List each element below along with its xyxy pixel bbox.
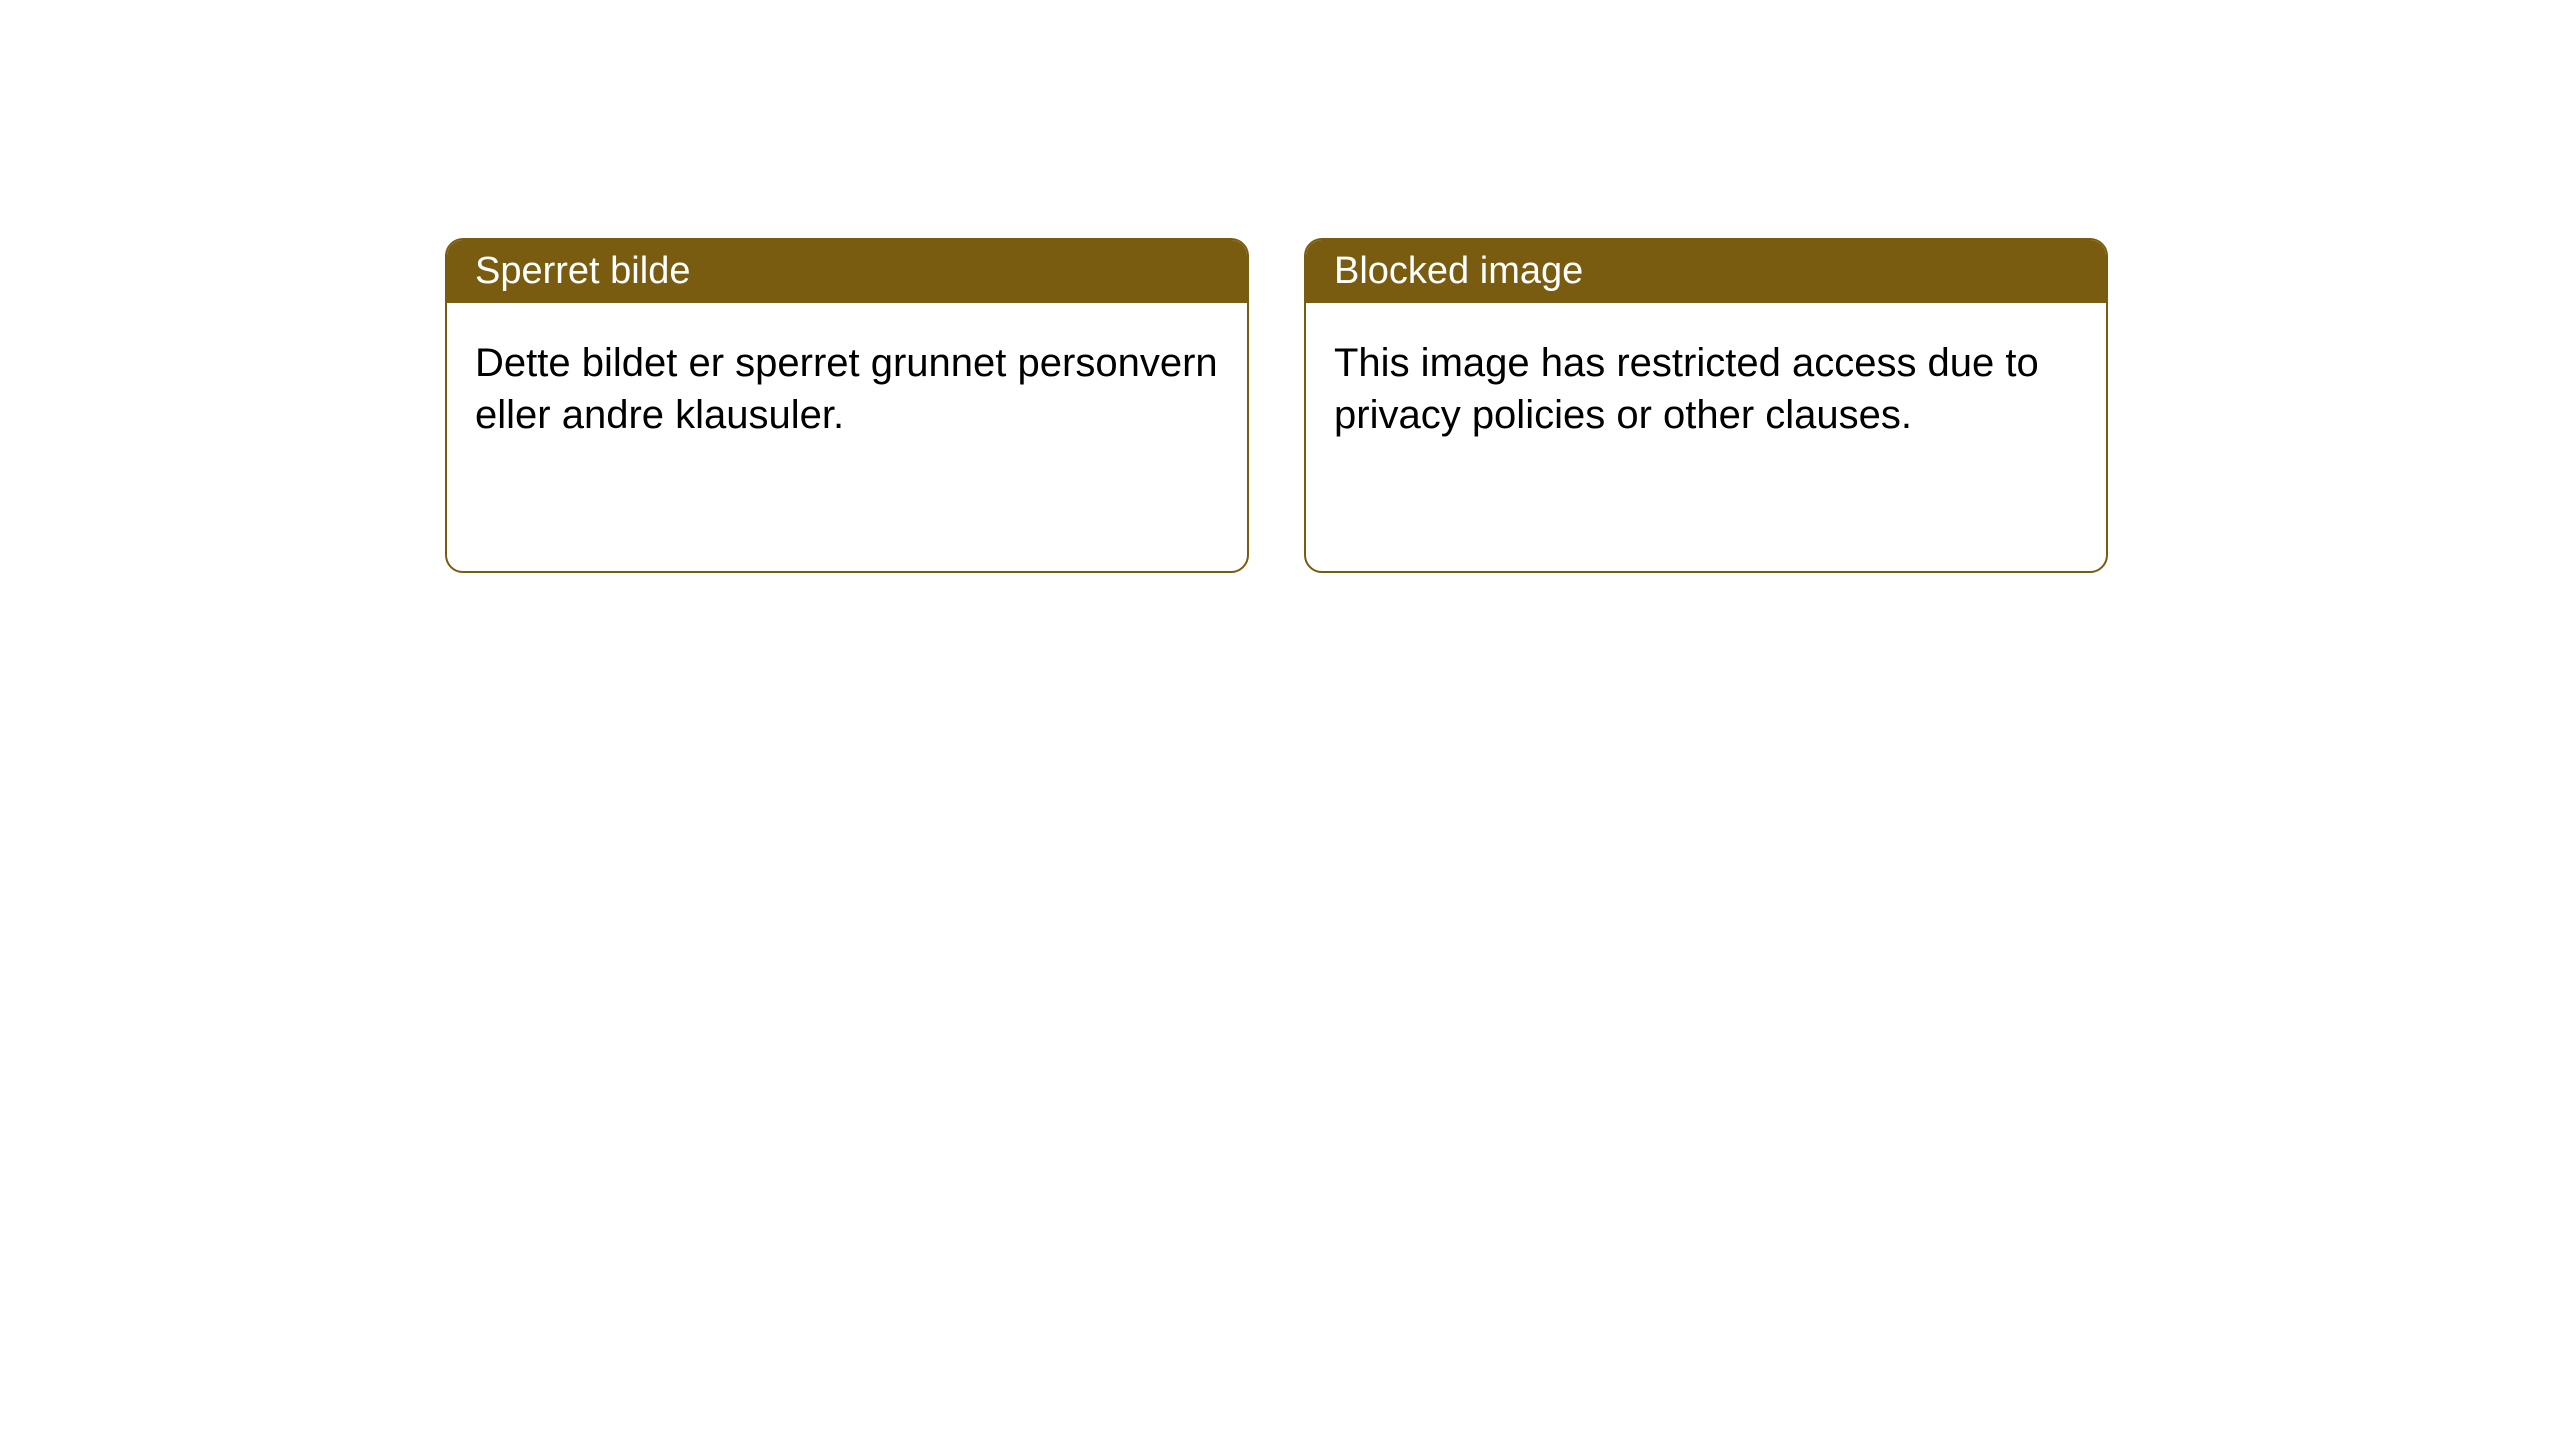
- card-body: Dette bildet er sperret grunnet personve…: [447, 303, 1247, 475]
- card-header: Blocked image: [1306, 240, 2106, 303]
- card-body: This image has restricted access due to …: [1306, 303, 2106, 475]
- card-header: Sperret bilde: [447, 240, 1247, 303]
- blocked-image-card-norwegian: Sperret bilde Dette bildet er sperret gr…: [445, 238, 1249, 573]
- blocked-image-card-english: Blocked image This image has restricted …: [1304, 238, 2108, 573]
- cards-container: Sperret bilde Dette bildet er sperret gr…: [0, 0, 2560, 573]
